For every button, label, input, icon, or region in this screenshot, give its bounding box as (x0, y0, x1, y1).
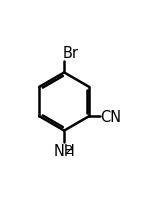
Text: CN: CN (101, 109, 122, 124)
Text: 2: 2 (65, 143, 73, 156)
Text: Br: Br (63, 46, 79, 61)
Text: NH: NH (54, 143, 75, 158)
